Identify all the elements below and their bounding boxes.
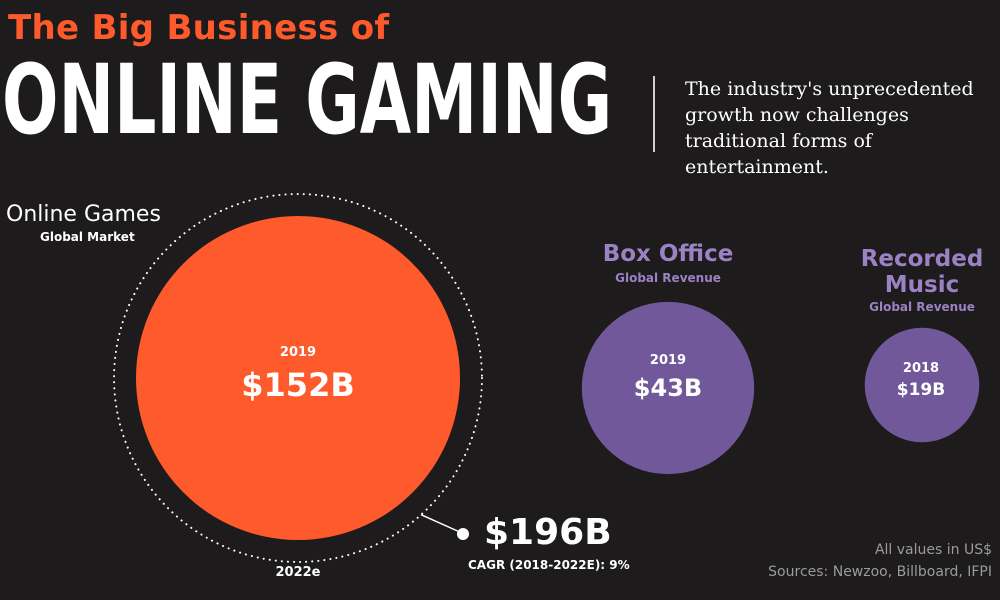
online-games-title: Online Games — [6, 202, 161, 227]
main-title: ONLINE GAMING — [2, 44, 613, 156]
projection-value: $196B — [484, 512, 612, 553]
projection-marker-dot — [457, 528, 469, 540]
recorded-music-value: $19B — [896, 380, 946, 400]
online-games-year: 2019 — [279, 345, 317, 360]
projection-ring-online-games — [113, 193, 483, 563]
bubble-box-office — [581, 301, 755, 475]
bubble-recorded-music — [864, 327, 980, 443]
online-games-value: $152B — [241, 366, 355, 404]
tagline: The industry's unprecedented growth now … — [685, 78, 974, 178]
kicker-title: The Big Business of — [8, 8, 390, 48]
recorded-music-year: 2018 — [902, 361, 940, 376]
box-office-value: $43B — [633, 374, 703, 402]
header-divider — [653, 76, 655, 152]
bubble-online-games — [136, 216, 460, 540]
recorded-music-subtitle: Global Revenue — [869, 300, 975, 314]
sources-note: Sources: Newzoo, Billboard, IFPI — [768, 564, 992, 580]
box-office-subtitle: Global Revenue — [615, 271, 721, 285]
projection-leader-line — [420, 514, 463, 534]
projection-year: 2022e — [275, 565, 321, 580]
box-office-year: 2019 — [649, 353, 687, 368]
projection-cagr: CAGR (2018-2022E): 9% — [468, 558, 630, 572]
box-office-title: Box Office — [602, 241, 734, 267]
online-games-subtitle: Global Market — [40, 230, 135, 244]
units-note: All values in US$ — [874, 542, 992, 558]
recorded-music-title: Recorded Music — [860, 246, 984, 298]
